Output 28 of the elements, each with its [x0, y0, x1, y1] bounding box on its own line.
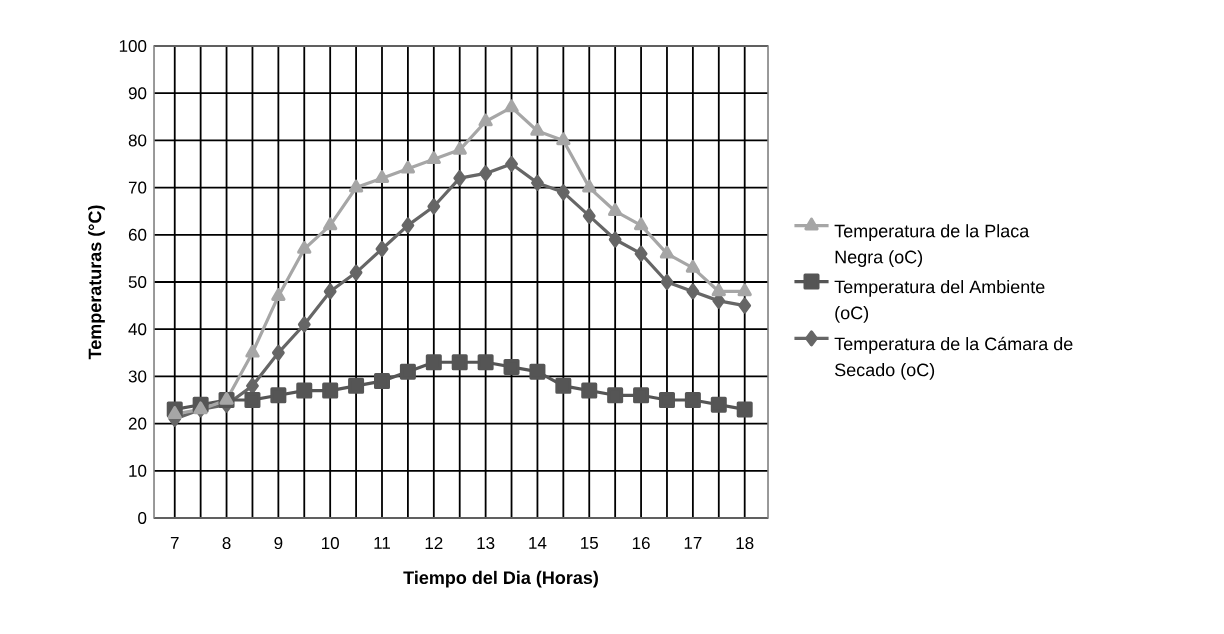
- x-tick-label: 13: [477, 537, 495, 550]
- x-tick-label: 15: [581, 537, 598, 549]
- y-axis-title: Temperaturas (°C): [88, 205, 105, 360]
- x-tick-label: 12: [425, 537, 443, 549]
- y-tick-label: 80: [128, 134, 147, 147]
- legend-label: Temperatura de la Cámara de Secado (oC): [834, 336, 1073, 380]
- x-tick-label: 9: [274, 537, 283, 550]
- y-tick-label: 10: [129, 464, 147, 477]
- y-tick-label: 20: [128, 417, 147, 430]
- y-tick-label: 40: [128, 323, 147, 336]
- y-tick-label: 60: [128, 228, 147, 241]
- x-tick-label: 8: [222, 537, 231, 550]
- y-tick-label: 90: [128, 87, 147, 100]
- y-tick-label: 0: [138, 512, 147, 525]
- legend-label: Temperatura del Ambiente (oC): [834, 280, 1045, 323]
- x-tick-label: 7: [170, 537, 179, 549]
- x-tick-label: 16: [632, 537, 650, 550]
- y-tick-label: 30: [128, 370, 147, 383]
- x-tick-label: 11: [374, 537, 390, 549]
- legend-label: Temperatura de la Placa Negra (oC): [834, 224, 1030, 267]
- x-tick-label: 10: [322, 537, 339, 550]
- x-tick-label: 14: [529, 537, 547, 549]
- y-tick-label: 70: [128, 181, 147, 194]
- x-tick-label: 18: [736, 537, 754, 550]
- y-tick-label: 50: [128, 275, 147, 289]
- y-tick-label: 100: [119, 40, 147, 53]
- x-axis-title: Tiempo del Dia (Horas): [403, 570, 598, 588]
- x-tick-label: 17: [684, 537, 702, 549]
